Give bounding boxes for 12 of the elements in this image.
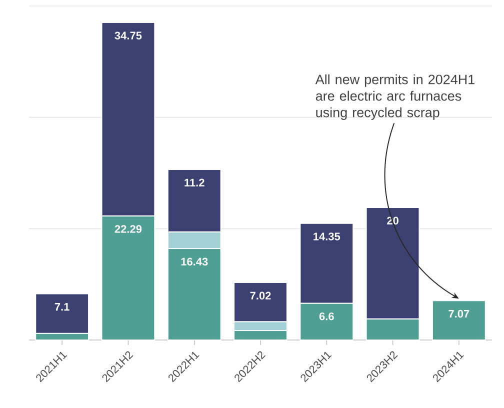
bar <box>432 300 486 340</box>
data-label: 20 <box>387 216 398 225</box>
data-label: 7.02 <box>250 292 271 300</box>
data-label: 16.43 <box>181 258 208 266</box>
annotation: All new permits in 2024H1 are electric arc furnaces using recycled scrap <box>315 74 474 120</box>
data-label: 14.35 <box>314 232 340 240</box>
data-label: 6.6 <box>319 312 334 320</box>
data-label: 34.75 <box>114 32 142 40</box>
data-label: 7.1 <box>54 303 70 311</box>
data-label: 11.2 <box>184 178 204 186</box>
data-label: 7.07 <box>448 310 470 318</box>
data-label: 22.29 <box>114 225 142 233</box>
